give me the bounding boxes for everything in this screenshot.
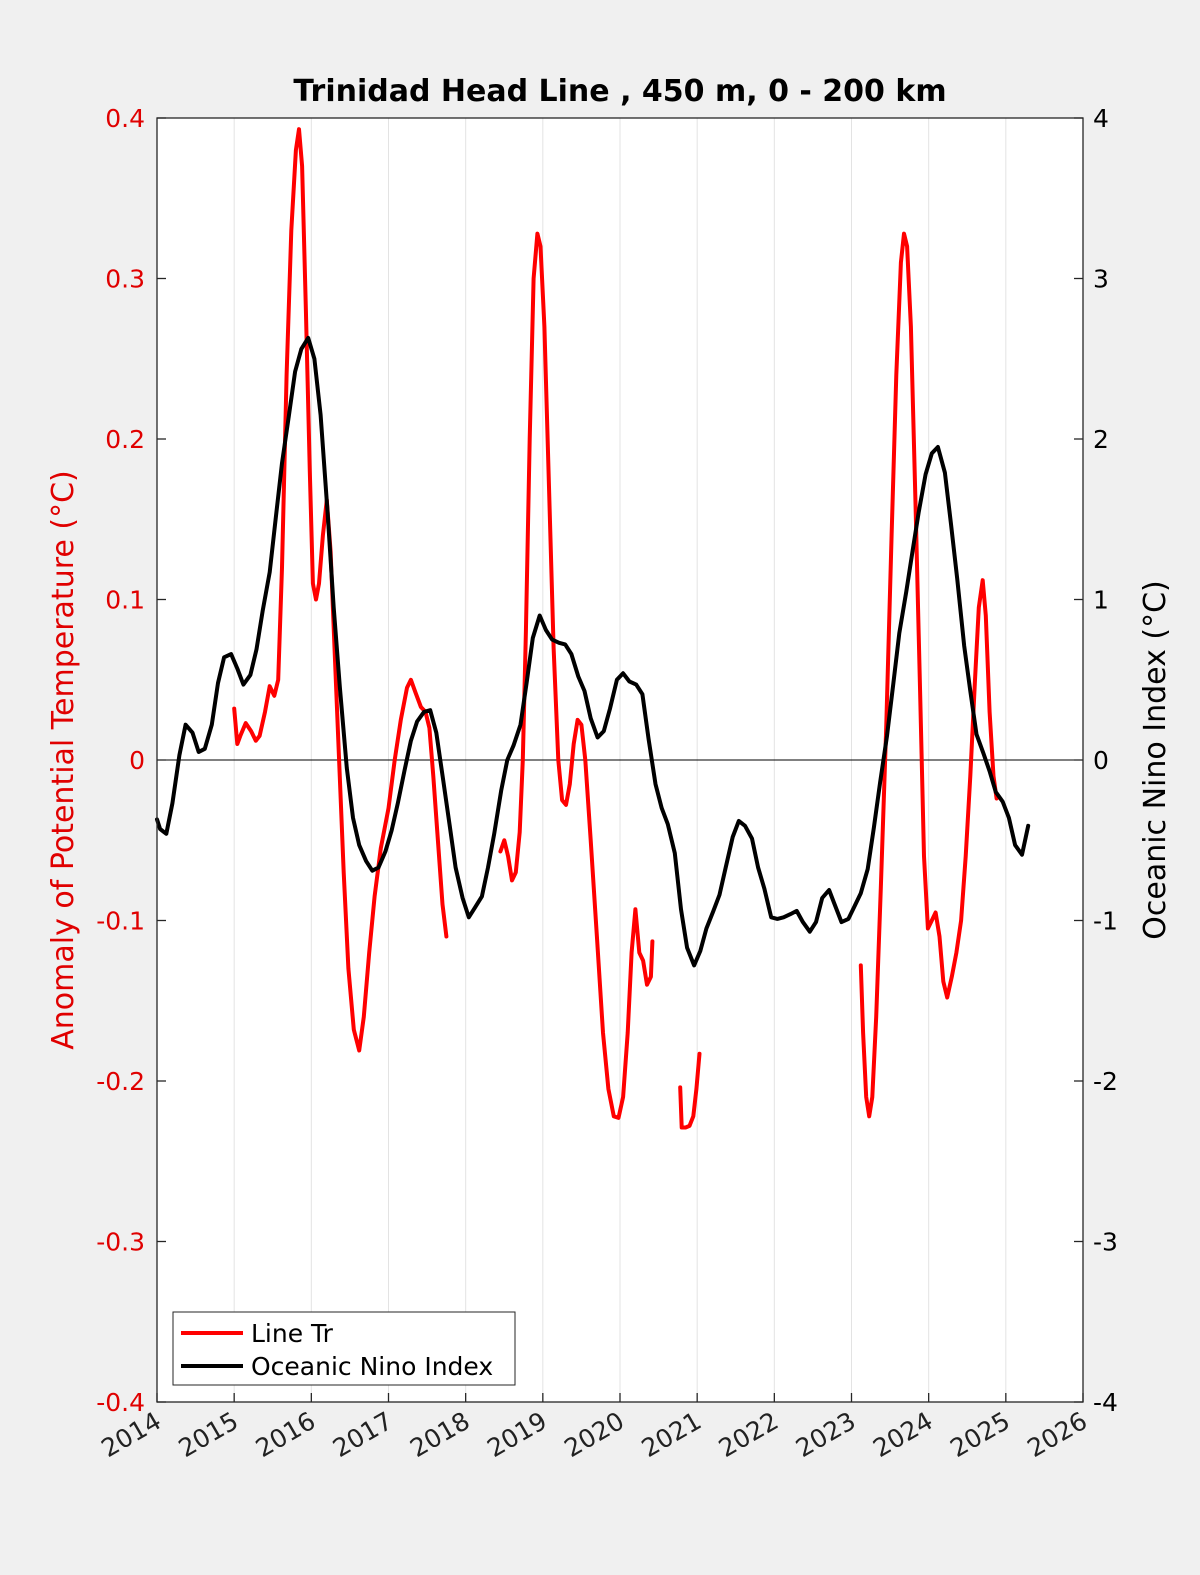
x-tick-label-2020: 2020: [559, 1406, 629, 1463]
y-right-tick-label-1: 3: [1093, 265, 1109, 294]
x-tick-label-2021: 2021: [637, 1406, 707, 1463]
series-line-tr-segment-1: [498, 231, 655, 1120]
y-right-tick-label-0: 4: [1093, 104, 1109, 133]
x-tick-label-2024: 2024: [868, 1406, 938, 1463]
y-left-tick-label-0: 0.4: [105, 104, 145, 133]
y-axis-left-label: Anomaly of Potential Temperature (°C): [46, 470, 81, 1049]
x-tick-label-2025: 2025: [945, 1406, 1015, 1463]
y-left-tick-label-7: -0.3: [96, 1228, 145, 1257]
x-tick-label-2026: 2026: [1022, 1406, 1092, 1463]
y-left-tick-label-2: 0.2: [105, 425, 145, 454]
y-right-tick-label-4: 0: [1093, 746, 1109, 775]
chart-title: Trinidad Head Line , 450 m, 0 - 200 km: [293, 74, 946, 109]
legend-box: [172, 1311, 516, 1386]
legend-label-oni: Oceanic Nino Index: [251, 1352, 493, 1381]
series-line-tr-segment-3: [858, 231, 999, 1119]
y-right-tick-label-2: 2: [1093, 425, 1109, 454]
y-right-tick-label-8: -4: [1093, 1388, 1118, 1417]
legend-label-line-tr: Line Tr: [251, 1319, 334, 1348]
x-tick-label-2015: 2015: [174, 1406, 244, 1463]
y-axis-right-label: Oceanic Nino Index (°C): [1138, 580, 1173, 940]
y-right-tick-label-7: -3: [1093, 1228, 1118, 1257]
series-line-tr-segment-2: [678, 1051, 702, 1130]
y-left-tick-label-8: -0.4: [96, 1388, 145, 1417]
legend: Line Tr Oceanic Nino Index: [172, 1311, 516, 1386]
y-right-tick-label-3: 1: [1093, 586, 1109, 615]
x-tick-label-2018: 2018: [405, 1406, 475, 1463]
x-tick-label-2016: 2016: [251, 1406, 321, 1463]
y-left-tick-label-6: -0.2: [96, 1067, 145, 1096]
y-right-tick-label-5: -1: [1093, 907, 1118, 936]
y-left-tick-label-3: 0.1: [105, 586, 145, 615]
x-tick-label-2023: 2023: [791, 1406, 861, 1463]
x-tick-label-2022: 2022: [714, 1406, 784, 1463]
x-tick-label-2017: 2017: [328, 1406, 398, 1463]
y-left-tick-label-5: -0.1: [96, 907, 145, 936]
y-right-tick-label-6: -2: [1093, 1067, 1118, 1096]
x-tick-label-2019: 2019: [482, 1406, 552, 1463]
series-oni-line: [155, 335, 1031, 968]
y-left-tick-label-1: 0.3: [105, 265, 145, 294]
y-left-tick-label-4: 0: [129, 746, 145, 775]
series-layer: [155, 127, 1031, 1130]
tick-marks: [156, 117, 1084, 1403]
